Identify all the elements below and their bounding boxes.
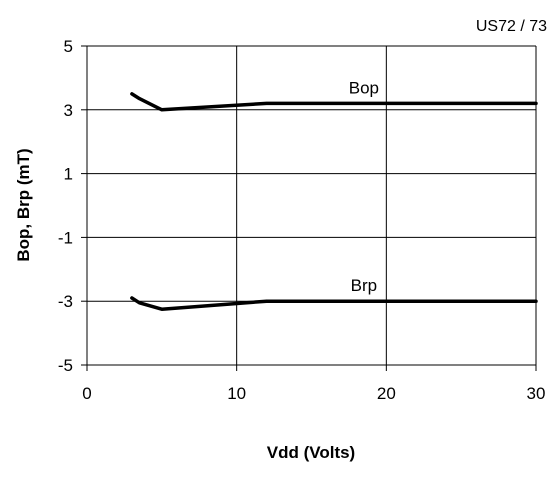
series-line-brp xyxy=(130,296,538,311)
x-tick-label: 0 xyxy=(82,384,91,403)
series-lines: Bop Brp xyxy=(130,78,538,311)
y-tick-label: 1 xyxy=(64,165,73,184)
x-tick-label: 20 xyxy=(377,384,396,403)
series-label-brp: Brp xyxy=(351,276,377,295)
y-tick-label: -3 xyxy=(58,292,73,311)
y-tick-label: -1 xyxy=(58,228,73,247)
y-tick-label: 3 xyxy=(64,101,73,120)
y-tick-label: 5 xyxy=(64,37,73,56)
grid xyxy=(87,45,537,365)
axes xyxy=(81,45,537,371)
y-tick-label: -5 xyxy=(58,356,73,375)
x-tick-label: 30 xyxy=(527,384,546,403)
tick-labels: -5 -3 -1 1 3 5 0 10 20 30 xyxy=(58,37,546,403)
corner-label: US72 / 73 xyxy=(476,18,547,35)
series-line-bop xyxy=(130,92,538,112)
y-axis-title: Bop, Brp (mT) xyxy=(14,148,33,261)
x-tick-label: 10 xyxy=(227,384,246,403)
x-axis-title: Vdd (Volts) xyxy=(267,443,355,462)
series-label-bop: Bop xyxy=(349,78,379,97)
